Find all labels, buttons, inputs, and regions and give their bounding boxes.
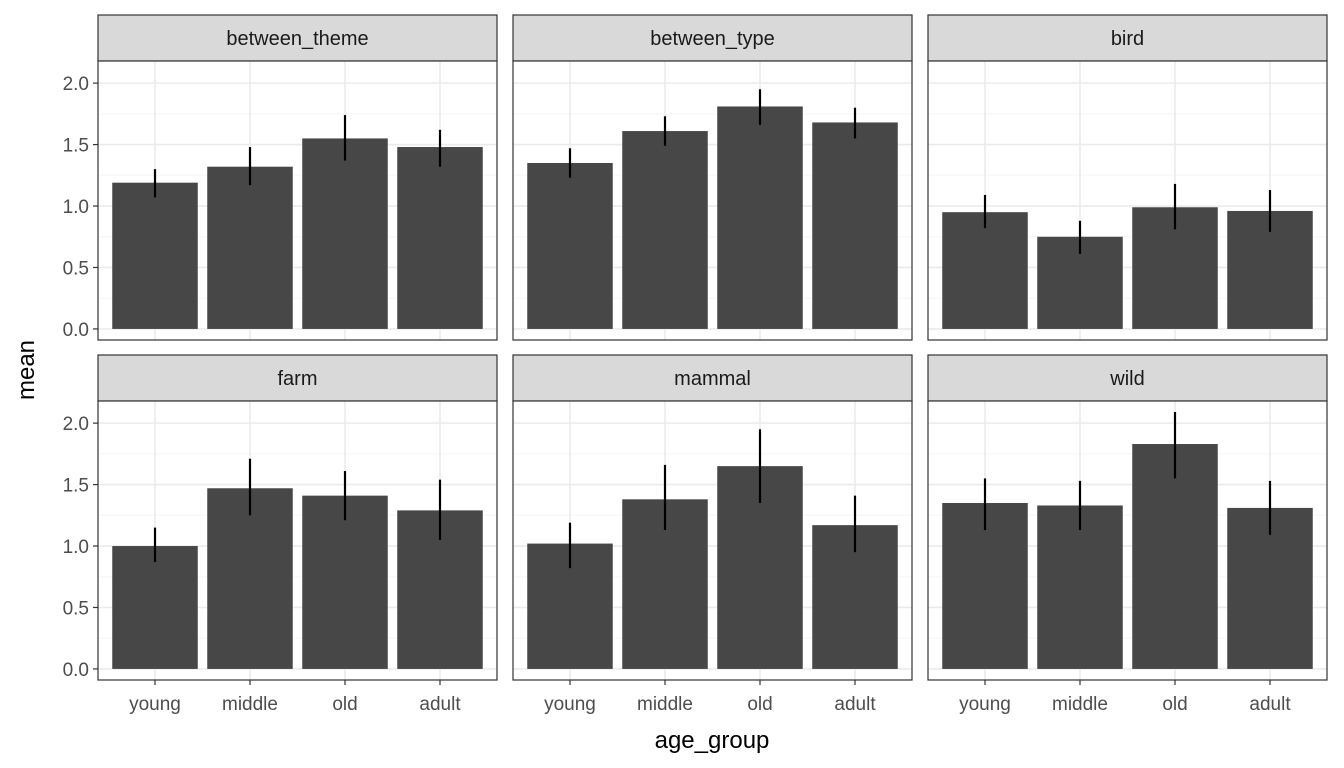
y-axes: 0.0 0.5 1.0 1.5 2.0 0.0 0.5 1.0 1.5 2.0 [63, 74, 98, 681]
bar-wild-young [942, 503, 1028, 669]
facet-panel-farm: farm [97, 354, 498, 681]
bar-bird-young [942, 212, 1028, 329]
facet-strip-label: farm [278, 368, 318, 390]
x-tick-label: old [332, 694, 357, 715]
x-tick-label: old [747, 694, 772, 715]
facet-panel-between_type: between_type [512, 14, 913, 341]
panel-border [927, 400, 1328, 681]
facet-panel-bird: bird [927, 14, 1328, 341]
bar-wild-old [1132, 444, 1218, 669]
y-tick-label: 0.0 [63, 660, 89, 681]
panel-border [512, 60, 913, 341]
panel-border [97, 60, 498, 341]
facet-strip-label: mammal [674, 368, 751, 390]
bar-farm-middle [207, 488, 293, 669]
facet-strip-label: wild [1109, 368, 1144, 390]
facet-strip [97, 14, 498, 62]
x-axis: young middle old adult young middle old adult yo… [129, 680, 1291, 715]
facet-panel-between_theme: between_theme [97, 14, 498, 341]
x-tick-label: adult [419, 694, 461, 715]
facet-strip-label: bird [1111, 28, 1144, 50]
facet-strip [512, 354, 913, 402]
facet-strip [927, 354, 1328, 402]
panel-border [512, 400, 913, 681]
facet-strip [512, 14, 913, 62]
bar-between_theme-adult [397, 147, 483, 329]
bar-between_type-old [717, 106, 803, 329]
bar-wild-middle [1037, 505, 1123, 669]
panel-border [97, 400, 498, 681]
facet-panels: between_theme between_type bird farm mammal w… [97, 14, 1328, 681]
facet-strip [97, 354, 498, 402]
bar-between_theme-middle [207, 166, 293, 329]
y-tick-label: 1.0 [63, 197, 89, 218]
facet-panel-wild: wild [927, 354, 1328, 681]
y-tick-label: 1.0 [63, 537, 89, 558]
bar-farm-old [302, 495, 388, 669]
y-axis-title: mean [13, 340, 40, 400]
y-tick-label: 0.0 [63, 320, 89, 341]
facet-strip [927, 14, 1328, 62]
y-tick-label: 2.0 [63, 74, 89, 95]
x-tick-label: adult [1249, 694, 1291, 715]
bar-between_type-middle [622, 131, 708, 329]
facet-strip-label: between_theme [226, 28, 368, 50]
bar-between_type-adult [812, 122, 898, 329]
x-tick-label: young [959, 694, 1011, 715]
bar-between_theme-old [302, 138, 388, 329]
x-tick-label: middle [1052, 694, 1108, 715]
y-tick-label: 0.5 [63, 258, 89, 279]
x-tick-label: adult [834, 694, 876, 715]
bar-between_type-young [527, 163, 613, 329]
y-tick-label: 1.5 [63, 136, 89, 157]
bar-between_theme-young [112, 182, 198, 329]
facet-strip-label: between_type [650, 28, 775, 50]
x-tick-label: young [129, 694, 181, 715]
x-tick-label: middle [637, 694, 693, 715]
x-axis-title: age_group [655, 727, 770, 754]
bar-farm-young [112, 546, 198, 669]
y-tick-label: 2.0 [63, 414, 89, 435]
x-tick-label: young [544, 694, 596, 715]
y-tick-label: 1.5 [63, 476, 89, 497]
panel-border [927, 60, 1328, 341]
x-tick-label: middle [222, 694, 278, 715]
x-tick-label: old [1162, 694, 1187, 715]
y-tick-label: 0.5 [63, 598, 89, 619]
facet-panel-mammal: mammal [512, 354, 913, 681]
